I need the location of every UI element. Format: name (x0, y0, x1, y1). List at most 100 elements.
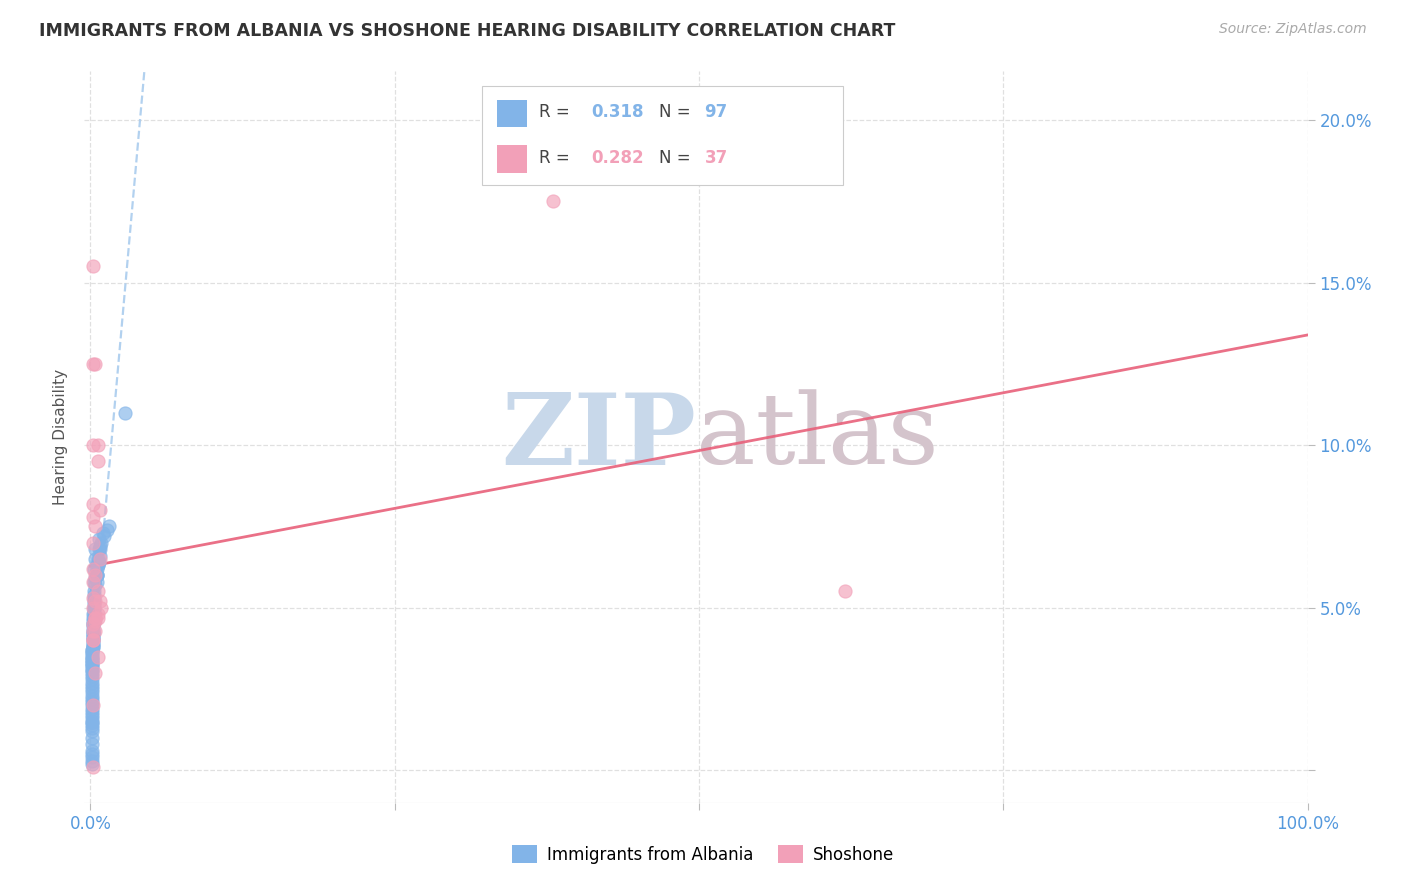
Point (80, 714, 103, 729)
Point (87, 649, 110, 664)
Point (96, 523, 118, 537)
Point (80, 649, 103, 664)
Point (82, 614, 104, 628)
Point (82, 357, 104, 371)
Point (80, 646, 103, 660)
Point (93, 529, 115, 543)
Point (82, 591, 104, 605)
Point (82, 633, 104, 648)
Text: 0.282: 0.282 (591, 149, 644, 167)
Point (82, 636, 104, 650)
Point (84, 614, 107, 628)
FancyBboxPatch shape (496, 145, 527, 173)
Point (87, 610, 110, 624)
Point (80, 754, 103, 768)
Point (82, 607, 104, 622)
Point (80, 698, 103, 713)
Point (80, 663, 103, 677)
Point (84, 572, 107, 586)
Point (84, 542, 107, 557)
Point (80, 653, 103, 667)
Point (83, 594, 105, 608)
Point (82, 698, 104, 713)
Point (83, 562, 105, 576)
Point (80, 689, 103, 703)
Point (86, 568, 108, 582)
Point (82, 630, 104, 644)
Point (83, 600, 105, 615)
Point (80, 649, 103, 664)
Point (87, 584, 110, 599)
Point (84, 610, 107, 624)
Point (82, 640, 104, 654)
Point (80, 659, 103, 673)
Point (82, 624, 104, 638)
Point (82, 624, 104, 638)
Point (82, 620, 104, 634)
Point (80, 737, 103, 751)
Point (80, 656, 103, 670)
Point (89, 503, 111, 517)
Point (834, 584, 856, 599)
Point (80, 750, 103, 764)
Point (82, 626, 104, 640)
Legend: Immigrants from Albania, Shoshone: Immigrants from Albania, Shoshone (505, 838, 901, 871)
Point (82, 624, 104, 638)
Point (90, 600, 112, 615)
Point (82, 260, 104, 274)
Point (82, 574, 104, 589)
Point (82, 617, 104, 632)
Point (87, 454, 110, 468)
Point (80, 705, 103, 719)
Point (90, 535, 112, 549)
Text: 97: 97 (704, 103, 728, 120)
Point (82, 633, 104, 648)
Point (89, 552, 111, 566)
Point (84, 610, 107, 624)
Point (89, 594, 111, 608)
Point (83, 598, 105, 612)
Point (87, 542, 110, 557)
Point (83, 574, 105, 589)
Point (82, 610, 104, 624)
Point (87, 552, 110, 566)
Point (84, 568, 107, 582)
Point (83, 604, 105, 618)
Point (97, 519, 120, 533)
Point (82, 636, 104, 650)
Point (87, 555, 110, 569)
Point (84, 594, 107, 608)
Point (87, 607, 110, 622)
Text: ZIP: ZIP (501, 389, 696, 485)
Point (82, 640, 104, 654)
Point (80, 744, 103, 758)
Point (91, 526, 114, 541)
Point (83, 591, 105, 605)
Point (114, 406, 136, 420)
Point (82, 562, 104, 576)
FancyBboxPatch shape (482, 86, 842, 185)
Point (80, 695, 103, 709)
Point (82, 633, 104, 648)
Point (84, 665, 107, 680)
Point (80, 724, 103, 739)
Point (89, 542, 111, 557)
Point (80, 656, 103, 670)
Point (82, 633, 104, 648)
Point (87, 438, 110, 452)
Point (82, 617, 104, 632)
Point (80, 659, 103, 673)
Point (80, 691, 103, 706)
Point (80, 747, 103, 761)
Point (86, 568, 108, 582)
Point (80, 663, 103, 677)
Point (541, 194, 564, 209)
Point (87, 533, 110, 547)
Point (84, 578, 107, 592)
Point (84, 552, 107, 566)
Point (87, 558, 110, 573)
Point (82, 497, 104, 511)
Point (82, 438, 104, 452)
Point (83, 607, 105, 622)
Text: atlas: atlas (696, 389, 939, 485)
